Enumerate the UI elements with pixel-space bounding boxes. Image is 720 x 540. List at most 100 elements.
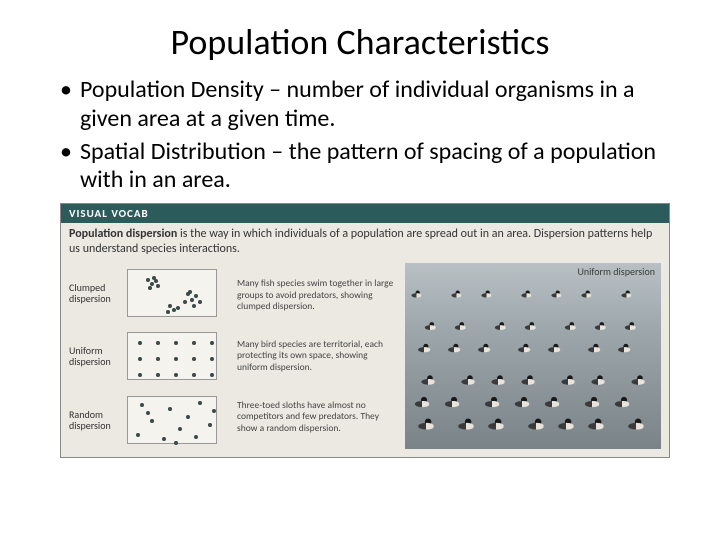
photo-panel: Uniform dispersion — [405, 263, 661, 449]
bird-icon — [581, 291, 592, 298]
dispersion-dot — [178, 427, 182, 431]
bird-icon — [625, 322, 637, 330]
bird-icon — [451, 291, 462, 298]
bird-icon — [618, 344, 632, 353]
dispersion-dot — [138, 357, 142, 361]
bird-icon — [418, 344, 432, 353]
dispersion-dot — [148, 286, 152, 290]
bird-icon — [595, 322, 607, 330]
bird-icon — [461, 375, 476, 384]
bird-icon — [525, 322, 537, 330]
bird-icon — [545, 397, 561, 407]
bird-icon — [528, 419, 546, 430]
bird-icon — [628, 419, 646, 430]
bird-icon — [448, 344, 462, 353]
dispersion-dot — [150, 419, 154, 423]
pattern-box — [127, 269, 217, 317]
dispersion-dot — [186, 415, 190, 419]
dispersion-dot — [176, 306, 180, 310]
dispersion-dot — [138, 373, 142, 377]
dispersion-dot — [138, 341, 142, 345]
bird-icon — [561, 375, 576, 384]
dispersion-dot — [156, 284, 160, 288]
figure-body: Clumped dispersion Uniform dispersion Rand… — [61, 263, 669, 457]
bird-icon — [585, 397, 601, 407]
bird-icon — [455, 322, 467, 330]
bird-icon — [551, 291, 562, 298]
dispersion-dot — [174, 357, 178, 361]
bird-icon — [515, 397, 531, 407]
dispersion-dot — [140, 403, 144, 407]
bird-icon — [418, 419, 436, 430]
pattern-label: Clumped dispersion — [69, 282, 121, 304]
pattern-row: Clumped dispersion — [69, 263, 229, 322]
pattern-box — [127, 332, 217, 380]
bird-icon — [445, 397, 461, 407]
dispersion-dot — [168, 304, 172, 308]
dispersion-dot — [168, 407, 172, 411]
bird-icon — [631, 375, 646, 384]
pattern-row: Uniform dispersion — [69, 327, 229, 386]
dispersion-dot — [194, 435, 198, 439]
bird-icon — [521, 291, 532, 298]
dispersion-dot — [174, 341, 178, 345]
dispersion-dot — [156, 357, 160, 361]
bird-icon — [521, 375, 536, 384]
dispersion-dot — [210, 373, 214, 377]
bird-icon — [421, 375, 436, 384]
vocab-lead-term: Population dispersion — [69, 227, 177, 241]
uniform-dispersion-label: Uniform dispersion — [577, 265, 655, 278]
pattern-box — [127, 396, 217, 444]
dispersion-dot — [146, 278, 150, 282]
dispersion-dot — [174, 441, 178, 445]
example-column: Many fish species swim together in large… — [237, 263, 397, 449]
dispersion-dot — [210, 357, 214, 361]
bird-icon — [558, 419, 576, 430]
bullet-list: Population Density – number of individua… — [30, 76, 690, 195]
example-text: Many fish species swim together in large… — [237, 276, 397, 314]
bird-icon — [615, 397, 631, 407]
dispersion-dot — [156, 373, 160, 377]
example-text: Three-toed sloths have almost no competi… — [237, 398, 397, 436]
dispersion-dot — [198, 300, 202, 304]
pattern-label: Random dispersion — [69, 409, 121, 431]
bird-icon — [485, 397, 501, 407]
bird-icon — [411, 291, 422, 298]
dispersion-dot — [192, 304, 196, 308]
bird-icon — [415, 397, 431, 407]
bullet-item: Population Density – number of individua… — [60, 76, 670, 134]
slide: Population Characteristics Population De… — [0, 0, 720, 540]
bird-icon — [621, 291, 632, 298]
bird-icon — [481, 291, 492, 298]
bird-icon — [491, 375, 506, 384]
dispersion-dot — [156, 341, 160, 345]
slide-title: Population Characteristics — [30, 20, 690, 64]
dispersion-dot — [188, 290, 192, 294]
dispersion-dot — [146, 411, 150, 415]
bird-icon — [565, 322, 577, 330]
dispersion-dot — [152, 276, 156, 280]
bird-icon — [425, 322, 437, 330]
bullet-item: Spatial Distribution – the pattern of sp… — [60, 138, 670, 196]
dispersion-dot — [198, 401, 202, 405]
bird-icon — [588, 344, 602, 353]
dispersion-dot — [194, 294, 198, 298]
bird-icon — [588, 419, 606, 430]
dispersion-dot — [212, 409, 216, 413]
dispersion-dot — [192, 357, 196, 361]
bird-icon — [518, 344, 532, 353]
example-text: Many bird species are territorial, each … — [237, 337, 397, 375]
dispersion-dot — [136, 433, 140, 437]
bird-icon — [458, 419, 476, 430]
vocab-description: Population dispersion is the way in whic… — [61, 223, 669, 263]
dispersion-dot — [192, 341, 196, 345]
pattern-column: Clumped dispersion Uniform dispersion Rand… — [69, 263, 229, 449]
bird-icon — [478, 344, 492, 353]
pattern-label: Uniform dispersion — [69, 345, 121, 367]
bird-icon — [495, 322, 507, 330]
vocab-header-bar: VISUAL VOCAB — [61, 204, 669, 223]
dispersion-dot — [208, 423, 212, 427]
bird-icon — [548, 344, 562, 353]
dispersion-dot — [166, 310, 170, 314]
dispersion-dot — [183, 300, 187, 304]
